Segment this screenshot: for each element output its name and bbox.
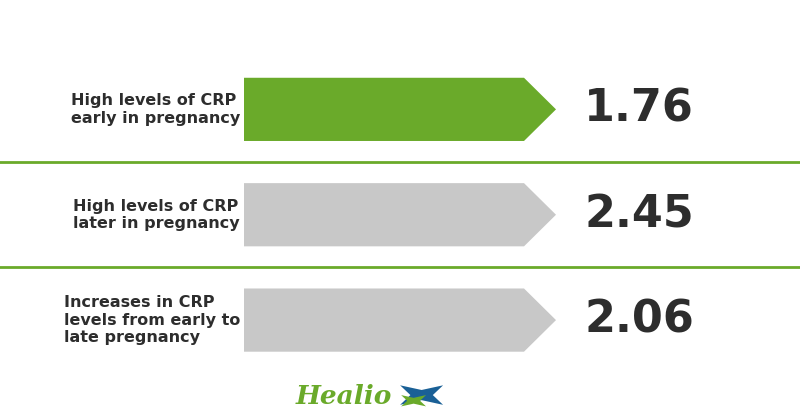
Polygon shape: [401, 395, 426, 407]
Text: Healio: Healio: [296, 384, 392, 409]
Polygon shape: [244, 183, 556, 247]
Text: 2.06: 2.06: [584, 299, 694, 341]
Text: Increases in CRP
levels from early to
late pregnancy: Increases in CRP levels from early to la…: [64, 295, 240, 345]
Text: High levels of CRP
later in pregnancy: High levels of CRP later in pregnancy: [74, 199, 240, 231]
Polygon shape: [244, 289, 556, 352]
Text: 1.76: 1.76: [584, 88, 694, 131]
Text: High levels of CRP
early in pregnancy: High levels of CRP early in pregnancy: [70, 93, 240, 126]
Polygon shape: [244, 78, 556, 141]
Text: 2.45: 2.45: [584, 193, 694, 236]
Text: Adjusted odds ratios for childhood asthma by age 6 years: Adjusted odds ratios for childhood asthm…: [37, 18, 763, 38]
Polygon shape: [400, 385, 443, 405]
